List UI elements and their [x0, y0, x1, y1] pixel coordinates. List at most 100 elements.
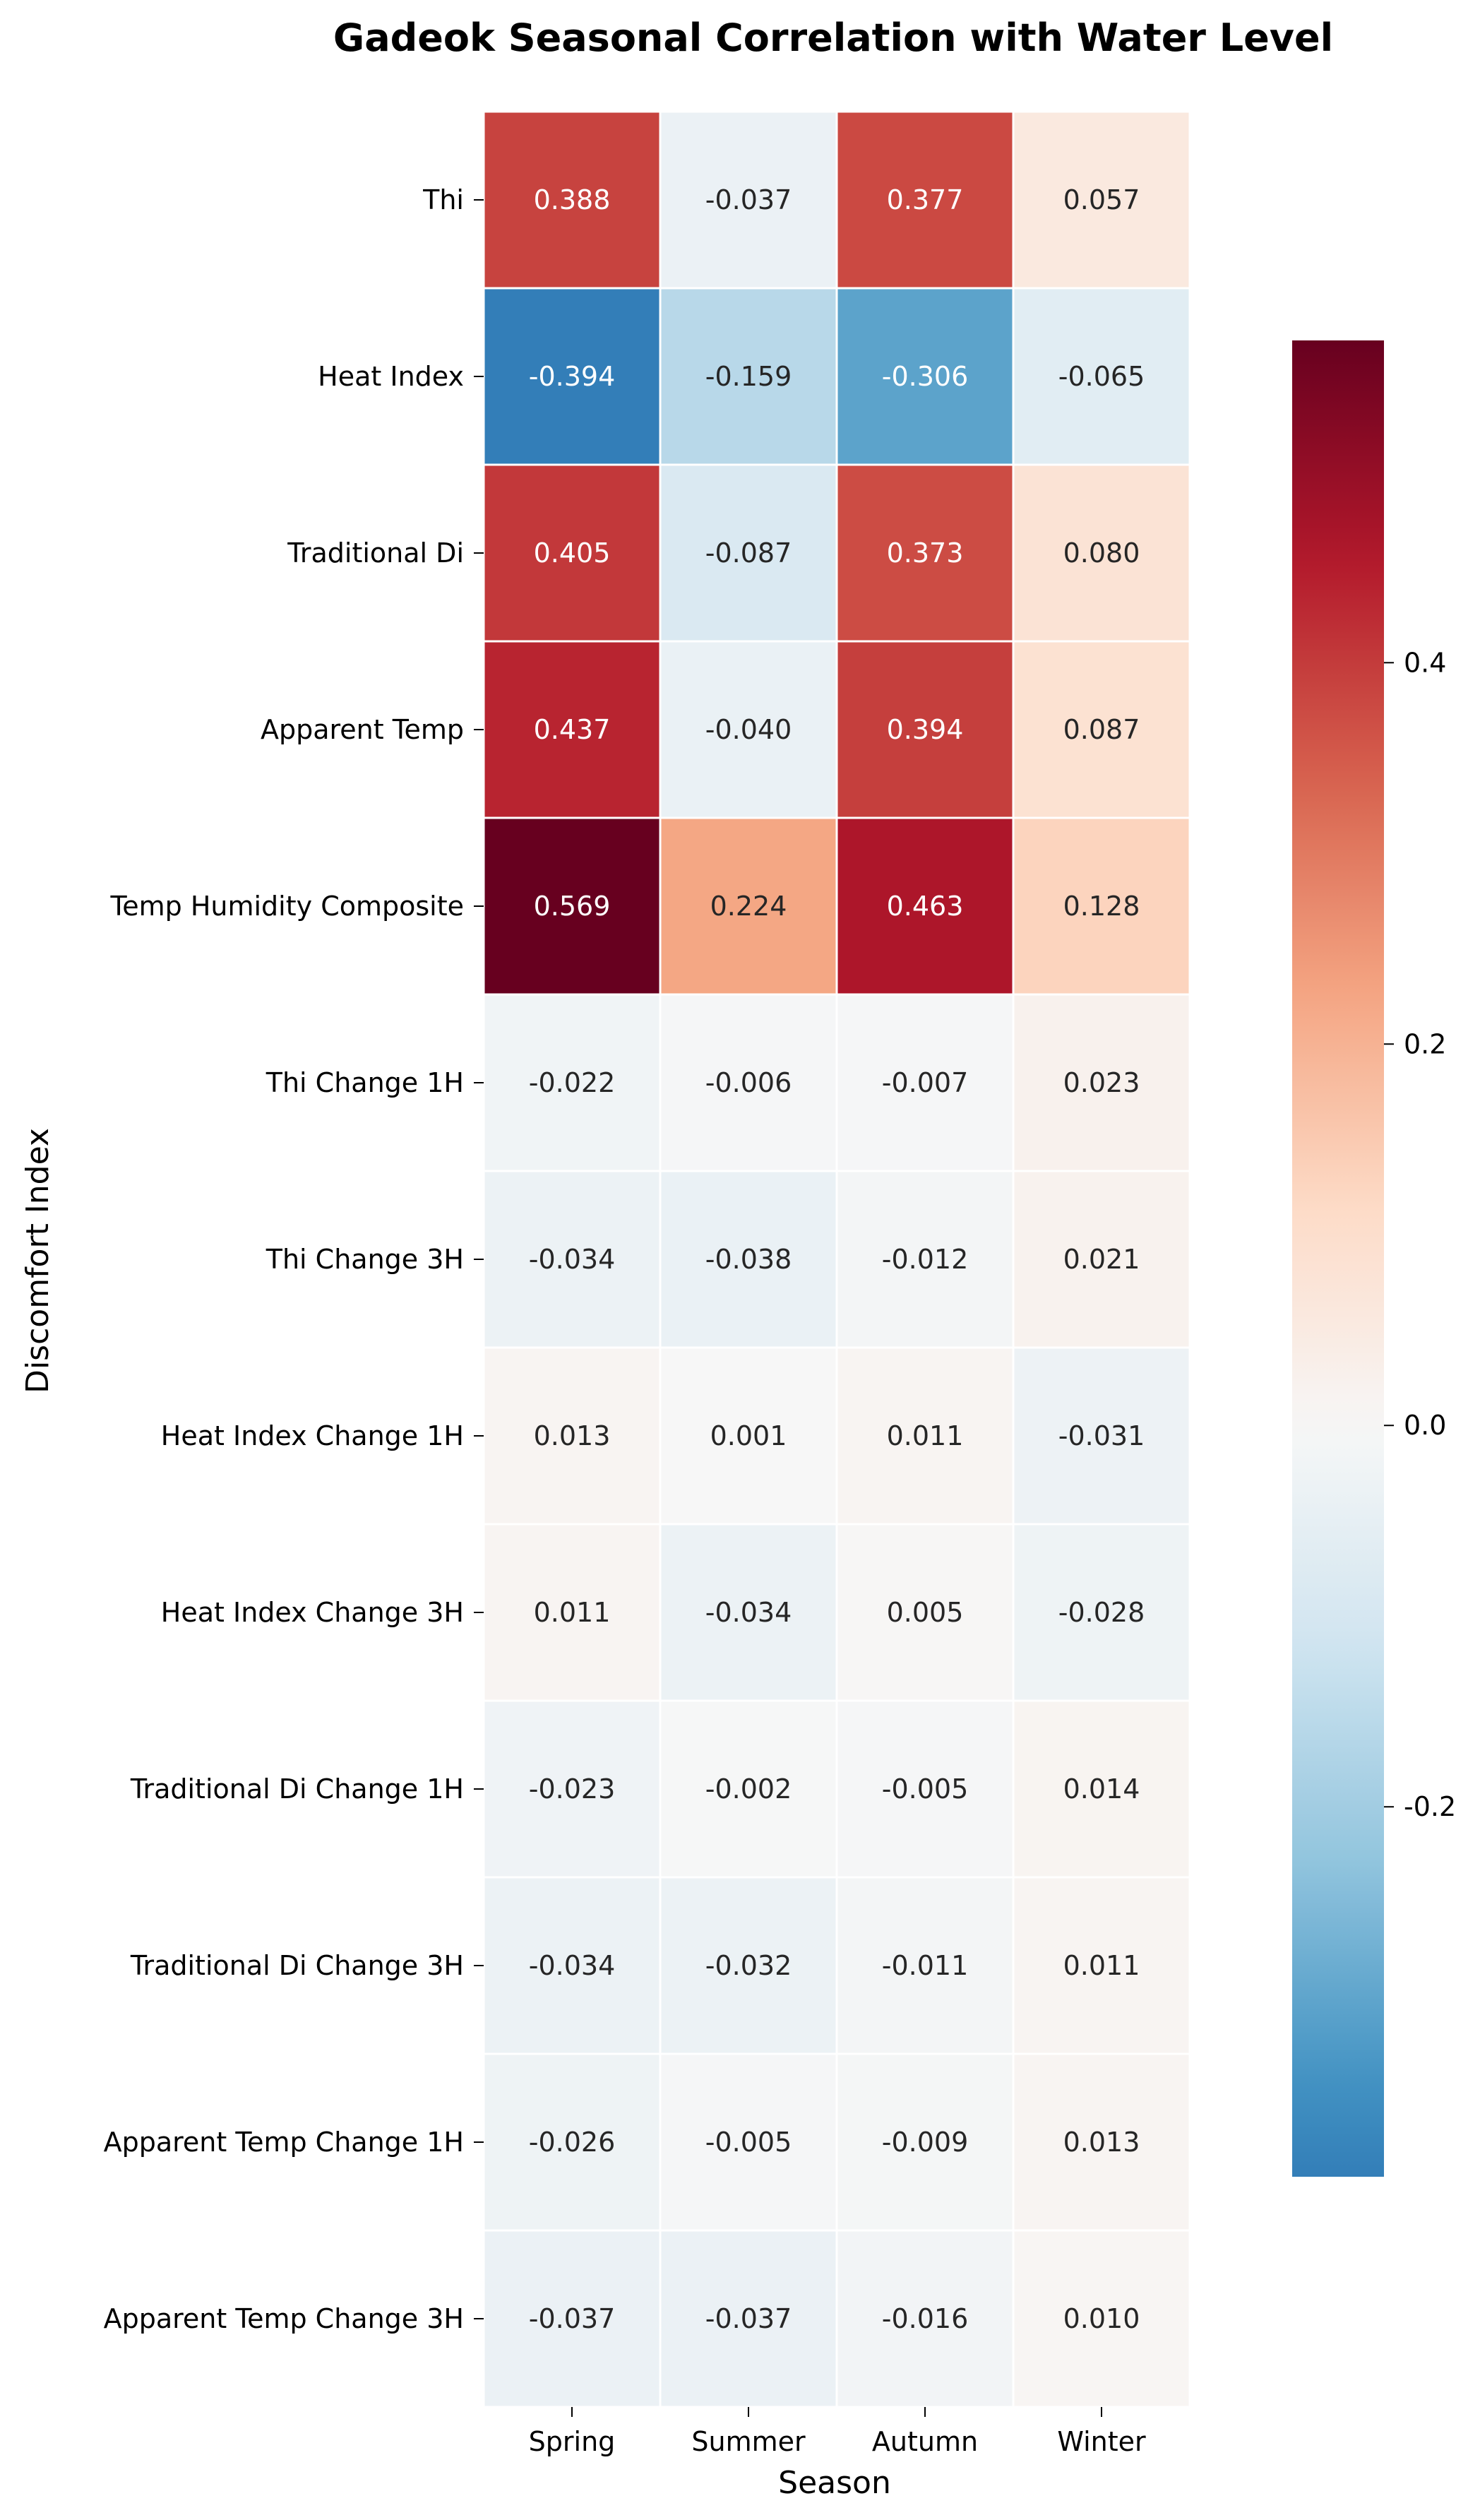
heatmap-cells: 0.388 -0.037 0.377 0.057 -0.394 -0.159 -0.306 -… [482, 110, 1191, 2408]
cell-value-label: -0.087 [705, 537, 792, 569]
cell-value-label: 0.010 [1063, 2303, 1140, 2334]
cell-value-label: 0.405 [534, 537, 611, 569]
cell-value-label: 0.394 [887, 714, 964, 745]
heatmap-cell [835, 816, 1015, 996]
cell-value-label: -0.037 [529, 2303, 616, 2334]
y-tick-label: Apparent Temp Change 1H [104, 2127, 464, 2158]
heatmap-cell [1012, 463, 1191, 643]
cell-value-label: -0.034 [529, 1950, 616, 1981]
heatmap-cell [659, 2052, 838, 2232]
heatmap-cell [482, 2052, 662, 2232]
y-tick-label: Apparent Temp [261, 714, 464, 745]
cell-value-label: 0.377 [887, 184, 964, 215]
cell-value-label: -0.037 [705, 2303, 792, 2334]
colorbar-tick-label: 0.0 [1404, 1410, 1446, 1441]
cell-value-label: -0.394 [529, 361, 616, 392]
cell-value-label: 0.011 [1063, 1950, 1140, 1981]
heatmap-cell [482, 287, 662, 466]
y-tick-label: Heat Index [318, 361, 464, 392]
cell-value-label: -0.005 [882, 1773, 969, 1805]
heatmap-cell [659, 1876, 838, 2055]
cell-value-label: 0.388 [534, 184, 611, 215]
heatmap-cell [835, 2229, 1015, 2408]
cell-value-label: 0.005 [887, 1597, 964, 1628]
x-tick-label: Autumn [872, 2426, 978, 2457]
cell-value-label: 0.463 [887, 891, 964, 922]
heatmap-cell [1012, 993, 1191, 1172]
cell-value-label: -0.065 [1058, 361, 1145, 392]
cell-value-label: -0.005 [705, 2127, 792, 2158]
heatmap-cell [482, 993, 662, 1172]
cell-value-label: -0.306 [882, 361, 969, 392]
cell-value-label: 0.057 [1063, 184, 1140, 215]
cell-value-label: -0.032 [705, 1950, 792, 1981]
heatmap-cell [482, 1170, 662, 1349]
colorbar-tick-label: 0.2 [1404, 1028, 1446, 1059]
cell-value-label: 0.569 [534, 891, 611, 922]
heatmap-cell [1012, 287, 1191, 466]
cell-value-label: 0.011 [534, 1597, 611, 1628]
cell-value-label: -0.028 [1058, 1597, 1145, 1628]
cell-value-label: -0.159 [705, 361, 792, 392]
cell-value-label: 0.087 [1063, 714, 1140, 745]
heatmap-cell [1012, 1170, 1191, 1349]
colorbar-gradient [1292, 340, 1384, 2177]
heatmap-cell [659, 110, 838, 290]
cell-value-label: 0.013 [534, 1420, 611, 1451]
cell-value-label: 0.001 [710, 1420, 787, 1451]
heatmap-cell [482, 1346, 662, 1526]
heatmap-cell [482, 816, 662, 996]
cell-value-label: 0.128 [1063, 891, 1140, 922]
heatmap-cell [659, 993, 838, 1172]
heatmap-cell [835, 1523, 1015, 1702]
cell-value-label: -0.026 [529, 2127, 616, 2158]
cell-value-label: -0.034 [705, 1597, 792, 1628]
cell-value-label: 0.373 [887, 537, 964, 569]
cell-value-label: -0.011 [882, 1950, 969, 1981]
x-axis-title: Season [778, 2465, 891, 2501]
y-tick-label: Heat Index Change 3H [161, 1597, 464, 1628]
cell-value-label: -0.016 [882, 2303, 969, 2334]
cell-value-label: -0.031 [1058, 1420, 1145, 1451]
cell-value-label: 0.011 [887, 1420, 964, 1451]
cell-value-label: -0.023 [529, 1773, 616, 1805]
cell-value-label: -0.002 [705, 1773, 792, 1805]
heatmap-cell [835, 1699, 1015, 1879]
heatmap-cell [659, 1699, 838, 1879]
x-tick-label: Winter [1057, 2426, 1146, 2457]
y-tick-label: Traditional Di Change 3H [130, 1950, 464, 1981]
heatmap-cell [1012, 1876, 1191, 2055]
heatmap-cell [1012, 2052, 1191, 2232]
y-tick-labels: Thi Heat Index Traditional Di Apparent Temp… [104, 184, 484, 2334]
chart-title: Gadeok Seasonal Correlation with Water L… [333, 16, 1333, 60]
heatmap-cell [659, 640, 838, 819]
y-tick-label: Traditional Di [287, 537, 464, 569]
heatmap-cell [835, 110, 1015, 290]
heatmap-cell [482, 2229, 662, 2408]
x-tick-label: Spring [529, 2426, 616, 2457]
cell-value-label: -0.006 [705, 1067, 792, 1098]
y-tick-label: Temp Humidity Composite [109, 891, 464, 922]
x-tick-label: Summer [691, 2426, 806, 2457]
y-tick-label: Heat Index Change 1H [161, 1420, 464, 1451]
colorbar-tick-label: 0.4 [1404, 647, 1446, 678]
y-tick-label: Thi Change 1H [265, 1067, 464, 1098]
heatmap-cell [1012, 640, 1191, 819]
cell-value-label: -0.037 [705, 184, 792, 215]
cell-value-label: 0.437 [534, 714, 611, 745]
heatmap-cell [835, 993, 1015, 1172]
x-tick-labels: Spring Summer Autumn Winter [529, 2407, 1146, 2457]
heatmap-cell [1012, 1523, 1191, 1702]
cell-value-label: -0.009 [882, 2127, 969, 2158]
cell-value-label: -0.038 [705, 1244, 792, 1275]
heatmap-cell [659, 816, 838, 996]
cell-value-label: -0.040 [705, 714, 792, 745]
heatmap-cell [482, 110, 662, 290]
colorbar: -0.2 0.0 0.2 0.4 [1292, 340, 1456, 2177]
y-tick-label: Thi Change 3H [265, 1244, 464, 1275]
heatmap-cell [659, 287, 838, 466]
y-axis-title: Discomfort Index [20, 1128, 56, 1393]
cell-value-label: -0.007 [882, 1067, 969, 1098]
heatmap-cell [1012, 1699, 1191, 1879]
